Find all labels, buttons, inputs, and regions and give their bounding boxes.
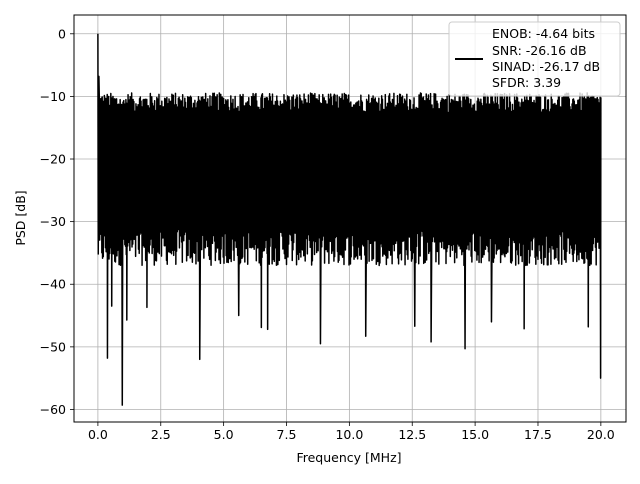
x-tick-label: 0.0 xyxy=(88,427,108,442)
x-tick-label: 17.5 xyxy=(524,427,552,442)
legend-box xyxy=(448,21,621,97)
x-tick-label: 15.0 xyxy=(461,427,489,442)
legend-line-snr: SNR: -26.16 dB xyxy=(492,43,587,58)
y-tick-label: −10 xyxy=(40,89,66,104)
y-axis-ticks: 0 −10 −20 −30 −40 −50 −60 xyxy=(40,26,74,417)
y-tick-label: −30 xyxy=(40,214,66,229)
x-tick-label: 12.5 xyxy=(398,427,426,442)
y-tick-label: −20 xyxy=(40,152,66,167)
y-tick-label: −50 xyxy=(40,339,66,354)
y-tick-label: −40 xyxy=(40,277,66,292)
y-axis-label: PSD [dB] xyxy=(13,190,28,245)
x-tick-label: 7.5 xyxy=(277,427,297,442)
x-tick-label: 2.5 xyxy=(151,427,171,442)
psd-series-line xyxy=(97,33,602,406)
psd-series xyxy=(97,33,602,406)
legend-line-sfdr: SFDR: 3.39 xyxy=(492,75,561,90)
y-tick-label: −60 xyxy=(40,402,66,417)
x-axis-label: Frequency [MHz] xyxy=(296,450,401,465)
y-tick-label: 0 xyxy=(58,26,66,41)
x-tick-label: 5.0 xyxy=(214,427,234,442)
plot-frame xyxy=(73,14,627,423)
x-axis-ticks: 0.0 2.5 5.0 7.5 10.0 12.5 15.0 17.5 20.0 xyxy=(88,422,615,442)
legend-line-sinad: SINAD: -26.17 dB xyxy=(492,59,600,74)
legend-line-enob: ENOB: -4.64 bits xyxy=(492,26,595,41)
legend: ENOB: -4.64 bits SNR: -26.16 dB SINAD: -… xyxy=(448,21,621,97)
x-tick-label: 20.0 xyxy=(587,427,615,442)
x-tick-label: 10.0 xyxy=(335,427,363,442)
